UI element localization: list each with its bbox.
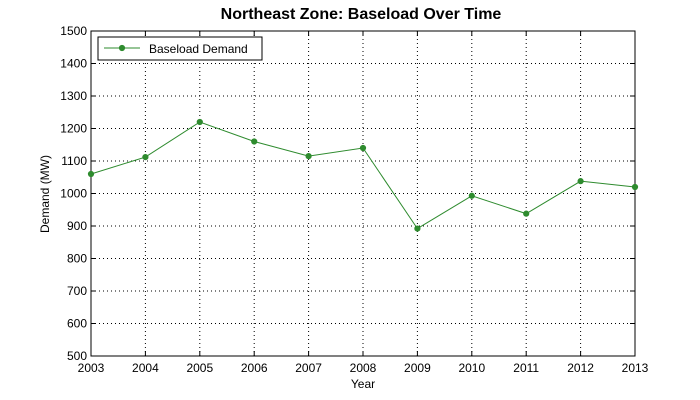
data-point — [414, 225, 421, 232]
x-tick-label: 2003 — [78, 361, 105, 375]
data-point — [305, 153, 312, 160]
x-tick-label: 2009 — [404, 361, 431, 375]
data-point — [196, 118, 203, 126]
y-tick-label: 900 — [67, 219, 87, 233]
x-tick-labels: 2003 2004 2005 2006 2007 2008 2009 2010 2011 2012… — [78, 361, 649, 375]
legend: Baseload Demand — [97, 36, 263, 61]
data-point — [251, 138, 258, 145]
y-tick-label: 700 — [67, 284, 87, 298]
grid-lines — [91, 31, 635, 356]
series-group — [87, 118, 639, 232]
y-tick-label: 1300 — [60, 89, 87, 103]
data-point — [359, 144, 367, 152]
x-tick-label: 2010 — [458, 361, 485, 375]
y-tick-label: 800 — [67, 252, 87, 266]
axis-ticks — [90, 30, 636, 357]
x-tick-label: 2011 — [513, 361, 539, 375]
x-tick-label: 2012 — [567, 361, 594, 375]
legend-box — [97, 36, 263, 61]
x-tick-label: 2006 — [241, 361, 268, 375]
y-tick-label: 1100 — [61, 154, 87, 168]
data-point — [577, 178, 584, 185]
data-point — [468, 192, 475, 199]
y-tick-label: 600 — [67, 317, 87, 331]
y-axis-label: Demand (MW) — [38, 155, 52, 233]
y-tick-label: 1400 — [60, 57, 87, 71]
data-point — [631, 183, 639, 191]
x-tick-label: 2004 — [132, 361, 159, 375]
data-point — [523, 210, 530, 217]
legend-marker-sample — [118, 44, 126, 52]
chart-title: Northeast Zone: Baseload Over Time — [221, 6, 502, 23]
x-axis-label: Year — [351, 377, 375, 391]
x-tick-label: 2005 — [186, 361, 213, 375]
x-tick-label: 2007 — [295, 361, 322, 375]
data-point — [142, 154, 149, 161]
y-tick-labels: 500 600 700 800 900 1000 1100 1200 1300 1400 1500 — [60, 24, 87, 363]
x-tick-label: 2008 — [350, 361, 377, 375]
y-tick-label: 500 — [67, 349, 87, 363]
y-tick-label: 1200 — [60, 122, 87, 136]
legend-entry-label: Baseload Demand — [149, 42, 248, 56]
x-tick-label: 2013 — [622, 361, 649, 375]
data-point — [87, 170, 95, 178]
y-tick-label: 1500 — [60, 24, 87, 38]
y-tick-label: 1000 — [60, 187, 87, 201]
